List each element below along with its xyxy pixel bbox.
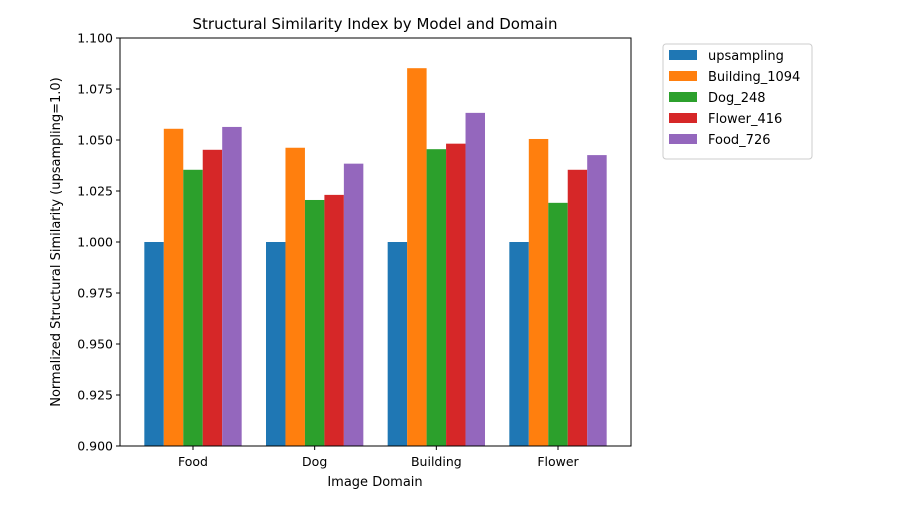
legend-label-building-1094: Building_1094: [708, 70, 800, 85]
y-tick-label: 1.075: [77, 82, 113, 97]
x-tick-label-flower: Flower: [537, 454, 579, 469]
bar-dog-248-food: [183, 169, 203, 446]
y-tick-label: 0.950: [77, 337, 113, 352]
bar-food-726-food: [222, 126, 242, 446]
legend-box: [662, 43, 813, 160]
bar-food-726-building: [465, 112, 485, 447]
legend-label-upsampling: upsampling: [708, 49, 784, 64]
axes-group: 0.900 0.925 0.950 0.975 1.000 1.025 1.050 1.075…: [77, 31, 632, 469]
bar-building-1094-flower: [528, 138, 549, 447]
y-tick-label: 1.025: [77, 184, 113, 199]
y-tick-label: 1.000: [77, 235, 113, 250]
legend-label-flower-416: Flower_416: [708, 112, 782, 127]
bar-flower-416-dog: [324, 194, 344, 446]
bar-dog-248-dog: [304, 199, 325, 446]
bar-flower-416-flower: [567, 169, 588, 446]
bar-upsampling-flower: [509, 242, 529, 446]
y-tick-label: 1.100: [77, 31, 113, 46]
legend-swatch-building-1094: [669, 71, 697, 81]
bar-building-1094-dog: [285, 147, 305, 446]
bar-building-1094-food: [163, 128, 184, 446]
bar-food-726-flower: [587, 155, 607, 446]
legend-label-food-726: Food_726: [708, 133, 771, 148]
legend-swatch-dog-248: [669, 92, 697, 102]
x-tick-label-building: Building: [411, 454, 462, 469]
bar-food-726-dog: [343, 163, 364, 446]
bar-building-1094-building: [407, 68, 427, 446]
y-axis-label: Normalized Structural Similarity (upsamp…: [49, 77, 64, 407]
bar-flower-416-building: [446, 143, 466, 447]
x-axis-label: Image Domain: [327, 475, 422, 490]
bar-upsampling-food: [144, 242, 164, 446]
y-tick-label: 1.050: [77, 133, 113, 148]
bar-upsampling-building: [387, 242, 408, 446]
legend: upsampling Building_1094 Dog_248 Flower_416…: [662, 43, 813, 160]
y-tick-label: 0.925: [77, 388, 113, 403]
x-tick-label-food: Food: [178, 454, 208, 469]
bars-group: [144, 68, 607, 447]
x-tick-label-dog: Dog: [302, 454, 327, 469]
legend-swatch-flower-416: [669, 113, 697, 123]
bar-upsampling-dog: [266, 242, 286, 446]
y-tick-label: 0.900: [77, 439, 113, 454]
legend-swatch-upsampling: [669, 50, 697, 60]
legend-swatch-food-726: [669, 134, 697, 144]
bar-flower-416-food: [202, 149, 223, 447]
bar-dog-248-flower: [548, 202, 568, 446]
bar-dog-248-building: [426, 149, 447, 446]
chart-title: Structural Similarity Index by Model and…: [193, 15, 558, 33]
y-tick-label: 0.975: [77, 286, 113, 301]
legend-label-dog-248: Dog_248: [708, 91, 766, 106]
